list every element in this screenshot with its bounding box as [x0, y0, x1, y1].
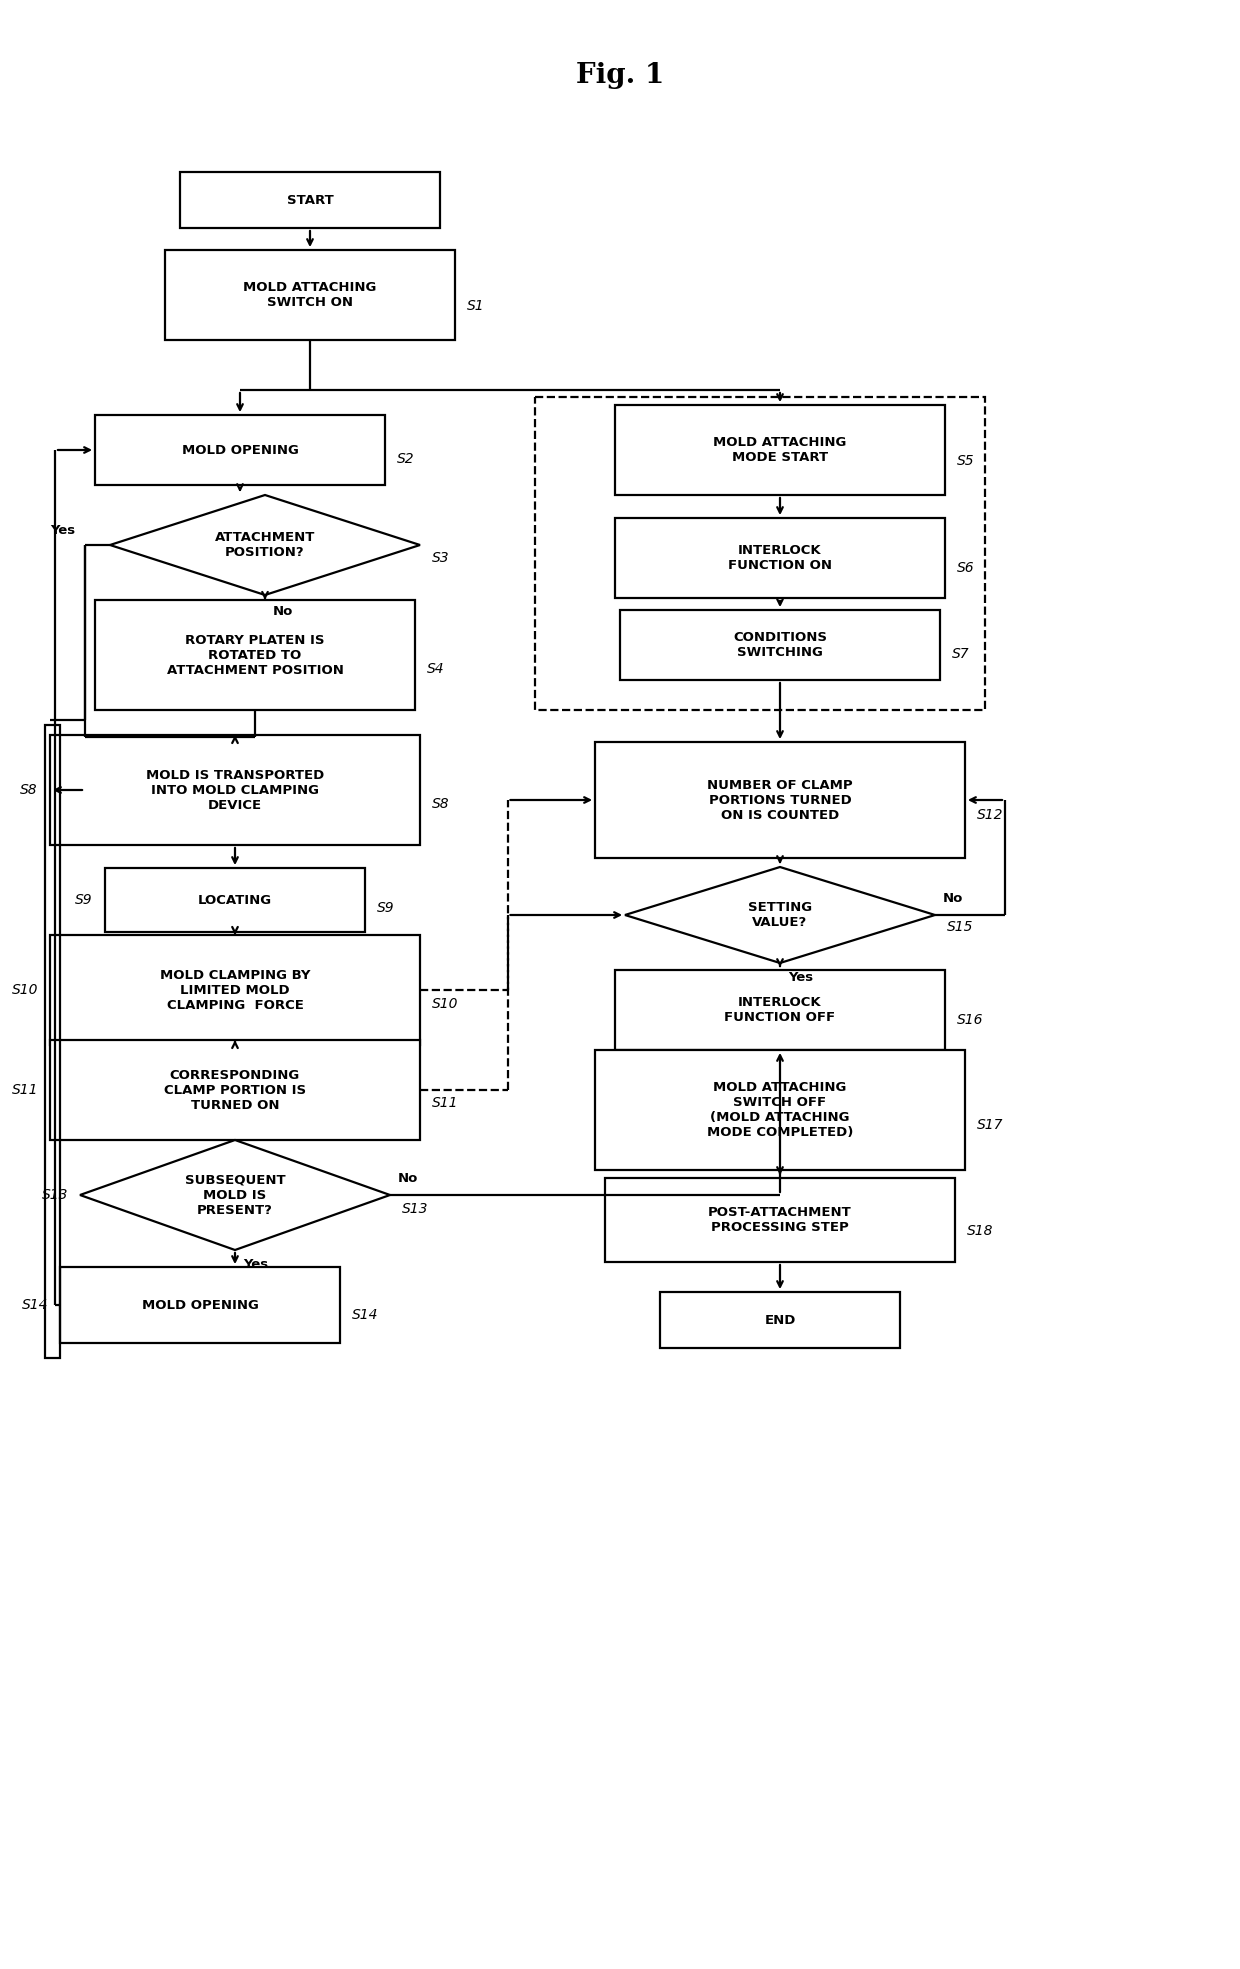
Text: No: No — [942, 892, 963, 906]
Text: S17: S17 — [977, 1118, 1003, 1132]
Bar — [50, 734, 420, 845]
Bar — [605, 1177, 955, 1262]
Text: No: No — [273, 604, 294, 618]
Text: INTERLOCK
FUNCTION OFF: INTERLOCK FUNCTION OFF — [724, 996, 836, 1024]
Text: S14: S14 — [352, 1307, 378, 1321]
Bar — [615, 406, 945, 494]
Text: S14: S14 — [21, 1298, 48, 1311]
Text: S13: S13 — [402, 1201, 429, 1215]
Text: SUBSEQUENT
MOLD IS
PRESENT?: SUBSEQUENT MOLD IS PRESENT? — [185, 1174, 285, 1217]
Text: Yes: Yes — [787, 971, 813, 984]
Text: S4: S4 — [427, 662, 445, 675]
Text: Yes: Yes — [243, 1258, 268, 1272]
Text: S1: S1 — [467, 299, 485, 313]
Text: START: START — [286, 193, 334, 207]
Text: No: No — [398, 1172, 418, 1185]
Text: MOLD OPENING: MOLD OPENING — [141, 1298, 258, 1311]
Bar — [534, 398, 985, 711]
Polygon shape — [625, 866, 935, 963]
Bar — [50, 1040, 420, 1140]
Text: ROTARY PLATEN IS
ROTATED TO
ATTACHMENT POSITION: ROTARY PLATEN IS ROTATED TO ATTACHMENT P… — [166, 634, 343, 677]
Text: MOLD OPENING: MOLD OPENING — [181, 443, 299, 457]
Text: S8: S8 — [432, 797, 450, 811]
Bar — [595, 1049, 965, 1170]
Text: S11: S11 — [432, 1095, 459, 1109]
Text: Yes: Yes — [50, 524, 74, 538]
Bar — [45, 725, 60, 1359]
Text: POST-ATTACHMENT
PROCESSING STEP: POST-ATTACHMENT PROCESSING STEP — [708, 1205, 852, 1235]
Bar — [615, 971, 945, 1049]
Text: S8: S8 — [20, 784, 38, 797]
Text: MOLD ATTACHING
SWITCH OFF
(MOLD ATTACHING
MODE COMPLETED): MOLD ATTACHING SWITCH OFF (MOLD ATTACHIN… — [707, 1081, 853, 1138]
Text: S9: S9 — [377, 902, 394, 916]
Text: S16: S16 — [957, 1012, 983, 1028]
Text: INTERLOCK
FUNCTION ON: INTERLOCK FUNCTION ON — [728, 543, 832, 573]
Text: Fig. 1: Fig. 1 — [575, 61, 665, 89]
Bar — [165, 250, 455, 341]
Text: S6: S6 — [957, 561, 975, 575]
Text: LOCATING: LOCATING — [198, 894, 272, 906]
Polygon shape — [110, 494, 420, 595]
Text: END: END — [764, 1313, 796, 1327]
Text: CONDITIONS
SWITCHING: CONDITIONS SWITCHING — [733, 630, 827, 660]
Text: MOLD IS TRANSPORTED
INTO MOLD CLAMPING
DEVICE: MOLD IS TRANSPORTED INTO MOLD CLAMPING D… — [146, 768, 324, 811]
FancyBboxPatch shape — [180, 171, 440, 228]
Text: S15: S15 — [947, 920, 973, 933]
Bar — [95, 415, 384, 484]
Polygon shape — [81, 1140, 391, 1250]
Text: S3: S3 — [432, 551, 450, 565]
Text: MOLD ATTACHING
SWITCH ON: MOLD ATTACHING SWITCH ON — [243, 282, 377, 309]
Text: S13: S13 — [41, 1187, 68, 1201]
Text: ATTACHMENT
POSITION?: ATTACHMENT POSITION? — [215, 532, 315, 559]
Bar — [615, 518, 945, 599]
Text: S7: S7 — [952, 646, 970, 662]
Text: MOLD CLAMPING BY
LIMITED MOLD
CLAMPING  FORCE: MOLD CLAMPING BY LIMITED MOLD CLAMPING F… — [160, 969, 310, 1012]
Text: S10: S10 — [11, 983, 38, 996]
Text: SETTING
VALUE?: SETTING VALUE? — [748, 902, 812, 929]
Text: S11: S11 — [11, 1083, 38, 1097]
Bar — [95, 601, 415, 711]
Text: S9: S9 — [76, 894, 93, 908]
Text: S10: S10 — [432, 996, 459, 1010]
Bar — [60, 1266, 340, 1343]
Bar — [620, 610, 940, 679]
Bar — [595, 742, 965, 858]
Text: S5: S5 — [957, 455, 975, 469]
Bar — [50, 935, 420, 1046]
Text: S12: S12 — [977, 807, 1003, 821]
Text: MOLD ATTACHING
MODE START: MOLD ATTACHING MODE START — [713, 435, 847, 465]
Bar — [105, 868, 365, 931]
Text: S2: S2 — [397, 451, 414, 467]
Text: CORRESPONDING
CLAMP PORTION IS
TURNED ON: CORRESPONDING CLAMP PORTION IS TURNED ON — [164, 1069, 306, 1111]
Text: NUMBER OF CLAMP
PORTIONS TURNED
ON IS COUNTED: NUMBER OF CLAMP PORTIONS TURNED ON IS CO… — [707, 778, 853, 821]
Text: S18: S18 — [967, 1223, 993, 1237]
FancyBboxPatch shape — [660, 1292, 900, 1349]
